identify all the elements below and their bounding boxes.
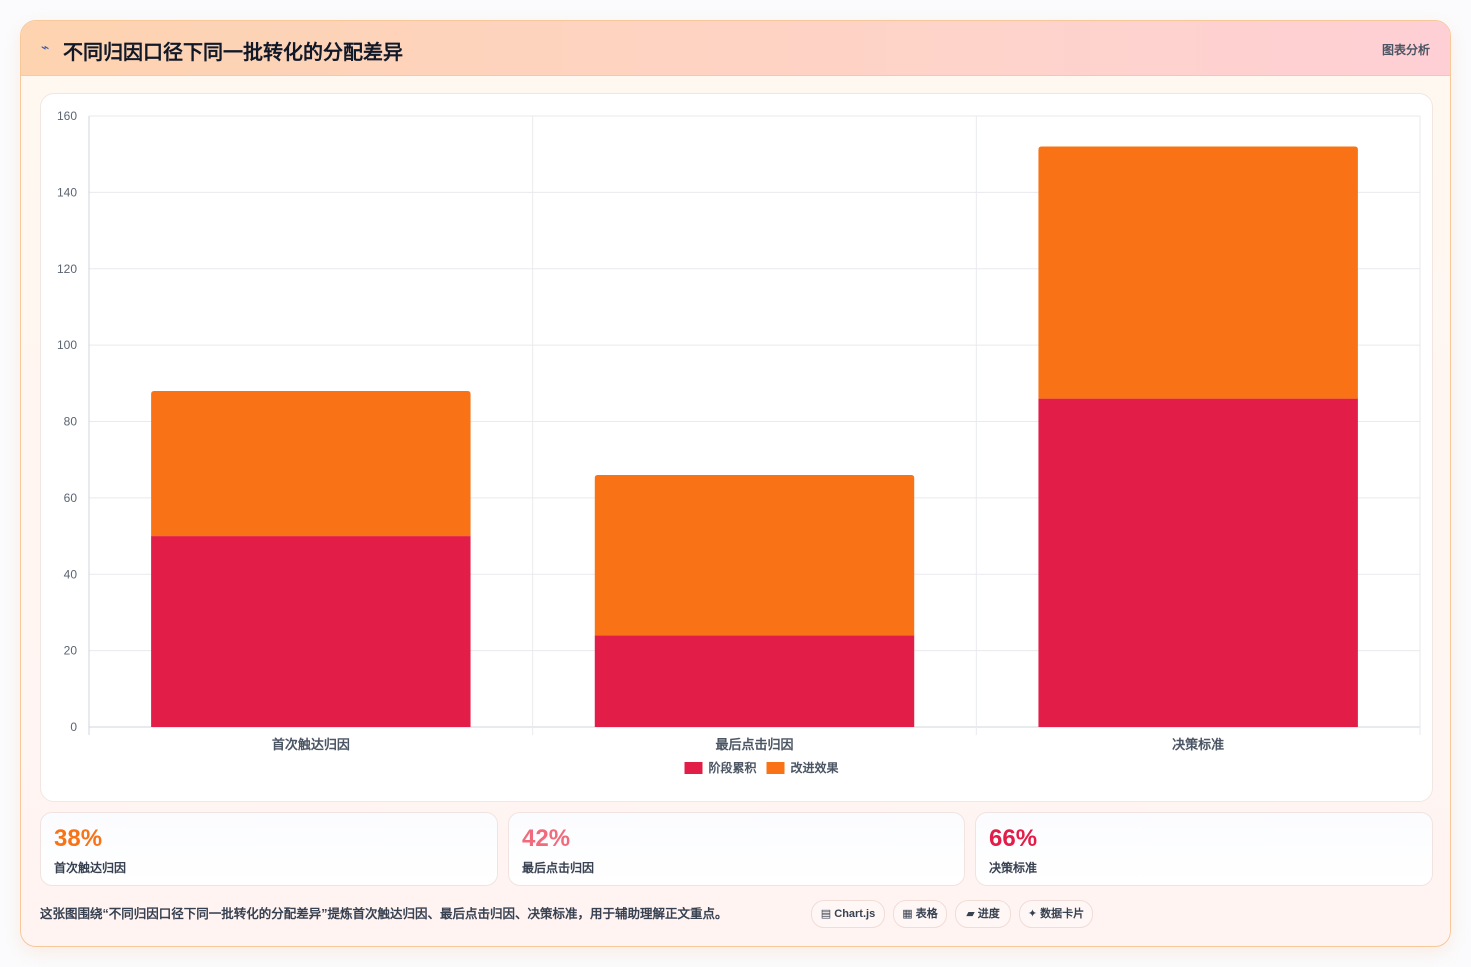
stat-value: 38% (54, 825, 103, 852)
progress-icon: ▰ (966, 908, 975, 920)
legend-swatch (766, 762, 785, 774)
legend-swatch (684, 762, 703, 774)
table-icon: ▦ (902, 908, 913, 920)
chart-panel: 0 20 40 60 80 100 120 140 160 首次触达归因 最后点击归因 决策标准阶段累… (40, 93, 1433, 802)
chart-analysis-badge: 图表分析 (1381, 43, 1430, 57)
y-tick-label: 120 (57, 262, 77, 276)
y-tick-label: 20 (64, 644, 78, 658)
chip-label: 数据卡片 (1040, 908, 1085, 920)
stacked-bar-chart: 0 20 40 60 80 100 120 140 160 首次触达归因 最后点击归因 决策标准阶段累… (57, 109, 1421, 775)
card-header: ⌁ 不同归因口径下同一批转化的分配差异 图表分析 (21, 21, 1450, 76)
chart-icon: ▤ (820, 908, 832, 920)
chart-footnote: 这张图围绕“不同归因口径下同一批转化的分配差异”提炼首次触达归因、最后点击归因、… (40, 907, 728, 921)
x-tick-label: 首次触达归因 (272, 737, 350, 752)
stat-value: 66% (989, 825, 1038, 852)
y-tick-label: 60 (64, 491, 78, 505)
legend-label: 改进效果 (791, 760, 839, 775)
stat-card-first-touch: 38% 首次触达归因 (40, 812, 498, 886)
stat-card-decision-standard: 66% 决策标准 (975, 812, 1433, 886)
bar-segment (594, 635, 915, 727)
data-card-icon: ✦ (1027, 908, 1038, 920)
bar-segment (1038, 398, 1358, 727)
x-tick-label: 最后点击归因 (715, 737, 793, 752)
y-tick-label: 160 (57, 109, 77, 123)
stat-label: 首次触达归因 (54, 861, 127, 875)
y-tick-label: 100 (57, 338, 77, 352)
bar-segment (1038, 146, 1358, 399)
chip-progress[interactable]: ▰ 进度 (955, 900, 1011, 928)
chart-card: ⌁ 不同归因口径下同一批转化的分配差异 图表分析 0 20 40 60 80 100 120… (20, 20, 1451, 947)
stat-label: 最后点击归因 (522, 861, 595, 875)
stat-value: 42% (522, 825, 571, 852)
stat-card-last-click: 42% 最后点击归因 (508, 812, 965, 886)
chip-chartjs[interactable]: ▤ Chart.js (811, 900, 885, 928)
chip-label: 进度 (977, 908, 1000, 920)
y-tick-label: 40 (64, 567, 78, 581)
bar-segment (151, 390, 471, 537)
chip-data-card[interactable]: ✦ 数据卡片 (1019, 900, 1093, 928)
page-title: 不同归因口径下同一批转化的分配差异 (63, 42, 403, 64)
chip-table[interactable]: ▦ 表格 (893, 900, 947, 928)
trend-line-icon: ⌁ (41, 39, 50, 55)
y-tick-label: 140 (57, 185, 77, 199)
x-tick-label: 决策标准 (1172, 737, 1224, 752)
legend-label: 阶段累积 (709, 760, 757, 775)
y-tick-label: 0 (70, 720, 77, 734)
bar-segment (594, 474, 915, 636)
y-tick-label: 80 (64, 415, 78, 429)
stat-label: 决策标准 (989, 861, 1038, 875)
chip-label: 表格 (915, 908, 938, 920)
chip-label: Chart.js (834, 908, 876, 920)
bar-segment (151, 536, 471, 727)
